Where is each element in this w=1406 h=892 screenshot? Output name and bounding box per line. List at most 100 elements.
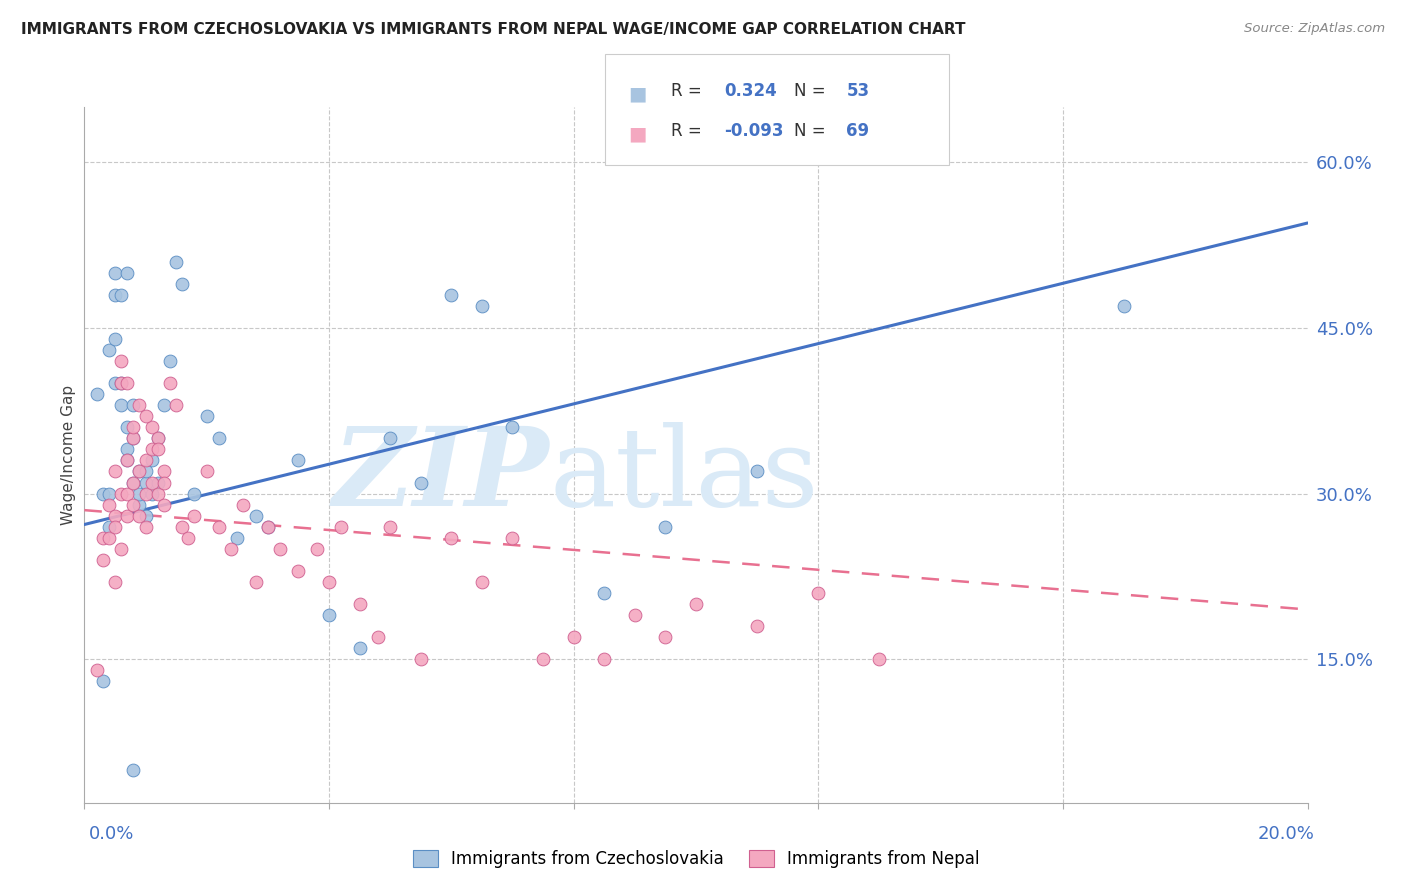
Point bbox=[141, 420, 163, 434]
Point bbox=[593, 586, 616, 600]
Point bbox=[380, 519, 402, 533]
Point bbox=[409, 652, 432, 666]
Point bbox=[135, 409, 157, 424]
Point bbox=[471, 299, 494, 313]
Point bbox=[146, 475, 169, 490]
Point bbox=[208, 519, 231, 533]
Point bbox=[141, 442, 163, 457]
Point bbox=[115, 442, 138, 457]
Point bbox=[110, 486, 132, 500]
Point bbox=[807, 586, 830, 600]
Point bbox=[135, 519, 157, 533]
Point bbox=[104, 376, 127, 391]
Point bbox=[135, 465, 157, 479]
Point bbox=[367, 630, 389, 644]
Point bbox=[257, 519, 280, 533]
Text: R =: R = bbox=[671, 82, 707, 100]
Point bbox=[159, 376, 181, 391]
Legend: Immigrants from Czechoslovakia, Immigrants from Nepal: Immigrants from Czechoslovakia, Immigran… bbox=[406, 843, 986, 874]
Point bbox=[165, 398, 187, 412]
Point bbox=[122, 475, 145, 490]
Point bbox=[747, 619, 769, 633]
Point bbox=[97, 486, 120, 500]
Point bbox=[1114, 299, 1136, 313]
Point bbox=[110, 376, 132, 391]
Point bbox=[502, 531, 524, 545]
Point bbox=[104, 332, 127, 346]
Point bbox=[502, 420, 524, 434]
Point bbox=[380, 431, 402, 445]
Point bbox=[208, 431, 231, 445]
Point bbox=[104, 519, 127, 533]
Point bbox=[115, 420, 138, 434]
Text: ■: ■ bbox=[628, 125, 647, 144]
Point bbox=[91, 486, 114, 500]
Point bbox=[86, 387, 108, 401]
Point bbox=[110, 398, 132, 412]
Point bbox=[177, 531, 200, 545]
Point bbox=[141, 475, 163, 490]
Point bbox=[128, 508, 150, 523]
Point bbox=[135, 475, 157, 490]
Point bbox=[128, 486, 150, 500]
Point bbox=[869, 652, 891, 666]
Point bbox=[141, 453, 163, 467]
Point bbox=[318, 574, 340, 589]
Point bbox=[219, 541, 242, 556]
Text: atlas: atlas bbox=[550, 422, 818, 529]
Point bbox=[128, 398, 150, 412]
Point bbox=[654, 519, 676, 533]
Point bbox=[110, 376, 132, 391]
Point bbox=[654, 630, 676, 644]
Text: N =: N = bbox=[794, 82, 831, 100]
Text: 69: 69 bbox=[846, 122, 869, 140]
Point bbox=[153, 465, 176, 479]
Point bbox=[135, 453, 157, 467]
Point bbox=[104, 574, 127, 589]
Point bbox=[146, 431, 169, 445]
Point bbox=[318, 608, 340, 623]
Point bbox=[97, 498, 120, 512]
Point bbox=[195, 409, 218, 424]
Point bbox=[104, 287, 127, 301]
Point bbox=[97, 519, 120, 533]
Point bbox=[146, 486, 169, 500]
Point bbox=[97, 531, 120, 545]
Point bbox=[128, 498, 150, 512]
Point bbox=[122, 431, 145, 445]
Point bbox=[115, 453, 138, 467]
Text: IMMIGRANTS FROM CZECHOSLOVAKIA VS IMMIGRANTS FROM NEPAL WAGE/INCOME GAP CORRELAT: IMMIGRANTS FROM CZECHOSLOVAKIA VS IMMIGR… bbox=[21, 22, 966, 37]
Point bbox=[440, 531, 463, 545]
Text: 53: 53 bbox=[846, 82, 869, 100]
Point bbox=[146, 442, 169, 457]
Point bbox=[195, 465, 218, 479]
Point bbox=[122, 498, 145, 512]
Point bbox=[135, 486, 157, 500]
Point bbox=[440, 287, 463, 301]
Point bbox=[245, 574, 267, 589]
Point bbox=[91, 531, 114, 545]
Point bbox=[104, 266, 127, 280]
Point bbox=[104, 508, 127, 523]
Point bbox=[115, 376, 138, 391]
Point bbox=[141, 486, 163, 500]
Point bbox=[159, 354, 181, 368]
Point bbox=[269, 541, 291, 556]
Point bbox=[122, 763, 145, 777]
Point bbox=[128, 465, 150, 479]
Point bbox=[115, 453, 138, 467]
Point bbox=[287, 564, 309, 578]
Point bbox=[562, 630, 585, 644]
Point bbox=[685, 597, 707, 611]
Point bbox=[409, 475, 432, 490]
Text: ZIP: ZIP bbox=[333, 422, 550, 530]
Text: N =: N = bbox=[794, 122, 831, 140]
Point bbox=[471, 574, 494, 589]
Point bbox=[165, 254, 187, 268]
Point bbox=[183, 508, 205, 523]
Point bbox=[110, 541, 132, 556]
Text: Source: ZipAtlas.com: Source: ZipAtlas.com bbox=[1244, 22, 1385, 36]
Point bbox=[153, 398, 176, 412]
Point bbox=[110, 287, 132, 301]
Point bbox=[110, 354, 132, 368]
